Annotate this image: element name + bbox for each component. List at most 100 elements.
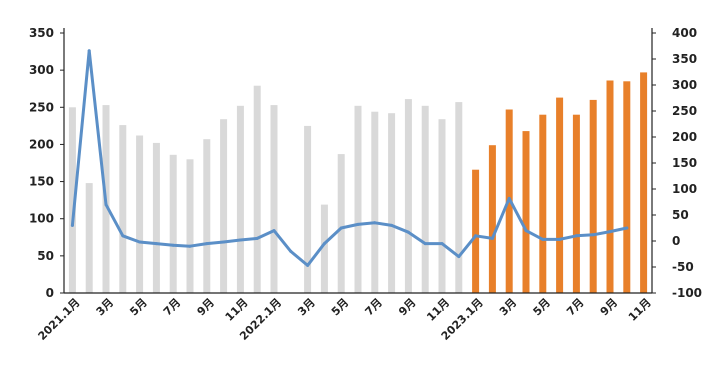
line-point-14 xyxy=(289,249,293,253)
line-point-21 xyxy=(406,230,410,234)
x-tick-label: 5月 xyxy=(531,296,553,318)
bar-21 xyxy=(404,99,412,293)
line-point-10 xyxy=(222,240,226,244)
right-tick-label: 350 xyxy=(672,52,697,66)
bar-11 xyxy=(236,105,244,293)
line-point-29 xyxy=(541,237,545,241)
bar-13 xyxy=(270,105,278,293)
bar-35 xyxy=(640,72,648,294)
bar-16 xyxy=(320,204,328,293)
right-tick-label: 150 xyxy=(672,156,697,170)
line-point-34 xyxy=(625,226,629,230)
x-tick-label: 5月 xyxy=(127,296,149,318)
left-tick-label: 350 xyxy=(29,26,54,40)
bar-15 xyxy=(304,125,312,294)
right-tick-label: -50 xyxy=(672,260,694,274)
line-point-22 xyxy=(423,242,427,246)
line-point-6 xyxy=(154,242,158,246)
line-point-23 xyxy=(440,242,444,246)
bar-22 xyxy=(421,105,429,293)
line-series xyxy=(70,49,629,267)
line-point-28 xyxy=(524,229,528,233)
line-point-26 xyxy=(490,236,494,240)
bar-2 xyxy=(85,183,93,293)
bar-25 xyxy=(472,169,480,293)
x-tick-label: 9月 xyxy=(396,296,418,318)
left-tick-label: 150 xyxy=(29,175,54,189)
x-tick-label: 11月 xyxy=(626,296,654,324)
line-point-9 xyxy=(205,242,209,246)
right-tick-label: 250 xyxy=(672,104,697,118)
line-point-20 xyxy=(390,223,394,227)
bar-32 xyxy=(589,99,597,294)
bar-23 xyxy=(438,119,446,293)
bar-24 xyxy=(455,102,463,293)
line-point-24 xyxy=(457,255,461,259)
line-point-11 xyxy=(238,238,242,242)
bar-17 xyxy=(337,154,345,293)
line-point-13 xyxy=(272,229,276,233)
bar-7 xyxy=(169,154,177,293)
line-point-1 xyxy=(70,223,74,227)
line-point-30 xyxy=(558,237,562,241)
left-tick-label: 250 xyxy=(29,100,54,114)
line-point-3 xyxy=(104,203,108,207)
line-point-16 xyxy=(322,242,326,246)
right-tick-label: 50 xyxy=(672,208,689,222)
bar-18 xyxy=(354,105,362,293)
right-tick-label: 0 xyxy=(672,234,680,248)
bar-4 xyxy=(119,125,127,293)
x-tick-label: 7月 xyxy=(363,296,385,318)
x-tick-label: 11月 xyxy=(424,296,452,324)
bar-33 xyxy=(606,80,614,293)
line-point-18 xyxy=(356,222,360,226)
line-point-19 xyxy=(373,221,377,225)
bar-31 xyxy=(572,114,580,293)
left-tick-label: 300 xyxy=(29,63,54,77)
right-tick-label: 200 xyxy=(672,130,697,144)
x-tick-label: 3月 xyxy=(295,296,317,318)
line-point-25 xyxy=(474,234,478,238)
bar-9 xyxy=(203,139,211,293)
line-point-7 xyxy=(171,243,175,247)
bar-20 xyxy=(388,113,396,293)
line-point-12 xyxy=(255,236,259,240)
bar-34 xyxy=(623,81,631,293)
x-tick-label: 9月 xyxy=(195,296,217,318)
line-path xyxy=(70,49,629,267)
line-point-27 xyxy=(507,196,511,200)
bar-8 xyxy=(186,159,194,293)
x-tick-label: 7月 xyxy=(161,296,183,318)
left-tick-label: 0 xyxy=(46,286,54,300)
bar-5 xyxy=(136,135,144,293)
x-tick-label: 7月 xyxy=(564,296,586,318)
line-point-33 xyxy=(608,230,612,234)
bar-28 xyxy=(522,131,530,293)
line-point-32 xyxy=(591,233,595,237)
line-point-31 xyxy=(574,234,578,238)
left-tick-label: 100 xyxy=(29,212,54,226)
bar-12 xyxy=(253,85,261,293)
line-point-17 xyxy=(339,226,343,230)
right-tick-label: -100 xyxy=(672,286,702,300)
x-tick-label: 2021.1月 xyxy=(36,296,83,343)
bar-26 xyxy=(488,145,496,293)
x-tick-label: 9月 xyxy=(598,296,620,318)
x-tick-label: 3月 xyxy=(94,296,116,318)
bar-10 xyxy=(220,119,228,293)
axes: 0 50 100 150 200 250 300 350 -100 -50 0 50 100 150 200… xyxy=(29,26,702,343)
x-tick-label: 3月 xyxy=(497,296,519,318)
left-tick-label: 50 xyxy=(37,249,54,263)
bar-19 xyxy=(371,111,379,293)
right-tick-label: 100 xyxy=(672,182,697,196)
right-tick-label: 300 xyxy=(672,78,697,92)
left-tick-label: 200 xyxy=(29,137,54,151)
bar-series xyxy=(68,72,648,294)
line-point-5 xyxy=(138,240,142,244)
bar-6 xyxy=(152,142,160,293)
line-point-15 xyxy=(306,263,310,267)
bar-30 xyxy=(556,97,564,293)
bar-29 xyxy=(539,114,547,293)
